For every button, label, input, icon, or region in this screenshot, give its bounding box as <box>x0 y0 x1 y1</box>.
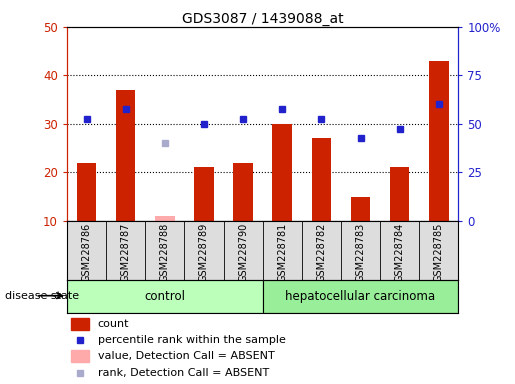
Text: GSM228781: GSM228781 <box>277 223 287 282</box>
Bar <box>71 318 89 330</box>
Text: GSM228787: GSM228787 <box>121 223 131 282</box>
Text: rank, Detection Call = ABSENT: rank, Detection Call = ABSENT <box>98 367 269 377</box>
Text: GSM228788: GSM228788 <box>160 223 170 282</box>
Text: GSM228789: GSM228789 <box>199 223 209 282</box>
Text: GSM228783: GSM228783 <box>355 223 366 282</box>
Text: hepatocellular carcinoma: hepatocellular carcinoma <box>285 290 436 303</box>
Text: GSM228786: GSM228786 <box>81 223 92 282</box>
Bar <box>263 280 458 313</box>
Text: GSM228784: GSM228784 <box>394 223 405 282</box>
Text: value, Detection Call = ABSENT: value, Detection Call = ABSENT <box>98 351 274 361</box>
Bar <box>77 163 96 221</box>
Bar <box>429 61 449 221</box>
Text: disease state: disease state <box>5 291 79 301</box>
Text: GSM228782: GSM228782 <box>316 223 327 282</box>
Text: control: control <box>144 290 185 303</box>
Bar <box>194 167 214 221</box>
Bar <box>71 350 89 362</box>
Bar <box>116 90 135 221</box>
Bar <box>233 163 253 221</box>
Bar <box>390 167 409 221</box>
Text: GSM228790: GSM228790 <box>238 223 248 282</box>
Text: percentile rank within the sample: percentile rank within the sample <box>98 335 285 345</box>
Bar <box>351 197 370 221</box>
Bar <box>312 138 331 221</box>
Bar <box>155 216 175 221</box>
Bar <box>272 124 292 221</box>
Text: GSM228785: GSM228785 <box>434 223 444 282</box>
Title: GDS3087 / 1439088_at: GDS3087 / 1439088_at <box>182 12 344 26</box>
Text: count: count <box>98 319 129 329</box>
Bar <box>67 280 263 313</box>
